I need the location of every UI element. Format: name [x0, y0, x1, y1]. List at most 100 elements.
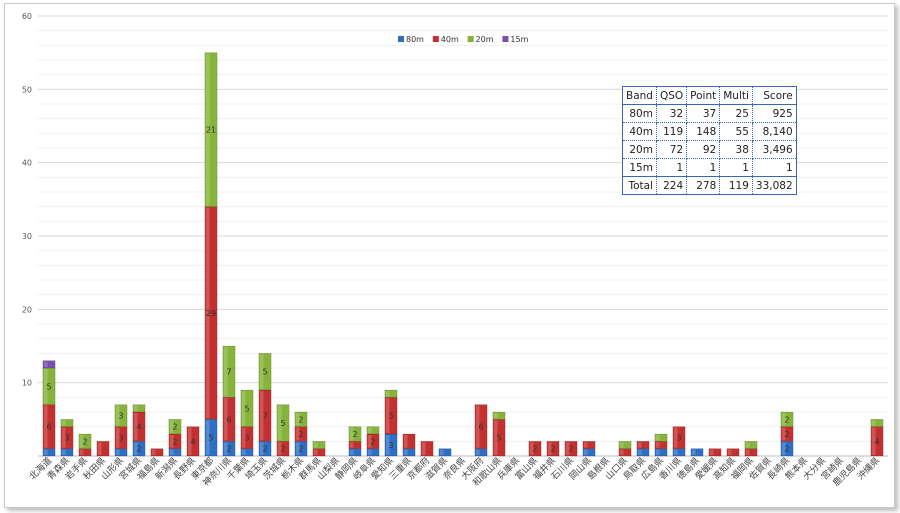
bar-data-label: 5: [46, 382, 51, 391]
bar-highlight: [385, 398, 390, 433]
bar-highlight: [745, 442, 750, 448]
bar-segment-20m: [114, 404, 128, 427]
bar-highlight: [385, 435, 390, 455]
bar-segment-40m: [672, 426, 686, 449]
bar-data-label: 3: [244, 434, 249, 443]
bar-data-label: 2: [298, 445, 303, 454]
bar-highlight: [277, 405, 282, 441]
table-cell: 80m: [622, 104, 657, 123]
bar-highlight: [691, 449, 696, 455]
bar-highlight: [223, 398, 228, 441]
bar-highlight: [133, 442, 138, 455]
bar-highlight: [277, 442, 282, 455]
bar-data-label: 5: [262, 368, 267, 377]
bar-highlight: [97, 442, 102, 455]
bar-highlight: [565, 442, 570, 455]
bar-highlight: [259, 354, 264, 389]
bar-segment-20m: [312, 441, 326, 449]
bar-highlight: [295, 442, 300, 455]
y-tick-label: 60: [22, 12, 32, 21]
bar-data-label: 2: [226, 445, 231, 454]
bar-segment-20m: [168, 419, 182, 435]
table-cell: Total: [622, 176, 657, 195]
bar-data-label: 3: [64, 434, 69, 443]
bar-highlight: [169, 420, 174, 433]
bar-highlight: [169, 449, 174, 455]
table-cell: 119: [719, 176, 753, 195]
table-cell: 3,496: [751, 140, 797, 159]
bar-segment-20m: [240, 389, 254, 427]
bar-highlight: [313, 442, 318, 448]
legend-label-20m: 20m: [476, 35, 494, 44]
bar-data-label: 29: [206, 309, 216, 318]
bar-segment-40m: [402, 433, 416, 449]
bar-data-label: 7: [262, 412, 267, 421]
stacked-bar-chart: 10203040506065北海道3青森県2岩手県秋田県33山形県24宮城県福島…: [22, 12, 888, 489]
bar-data-label: 6: [226, 415, 231, 424]
table-cell: 1: [751, 158, 797, 177]
bar-data-label: 2: [784, 430, 789, 439]
bar-segment-20m: [78, 433, 92, 449]
bar-data-label: 5: [208, 434, 213, 443]
bar-highlight: [241, 427, 246, 448]
bar-data-label: 2: [550, 445, 555, 454]
table-cell: Band: [622, 86, 657, 105]
bar-highlight: [637, 449, 642, 455]
table-cell: 148: [686, 122, 721, 141]
legend-label-80m: 80m: [406, 35, 424, 44]
bar-segment-40m: [276, 441, 290, 457]
bar-highlight: [367, 435, 372, 448]
bar-highlight: [313, 449, 318, 455]
bar-segment-80m: [294, 441, 308, 457]
table-cell: 278: [686, 176, 721, 195]
bar-segment-20m: [132, 404, 146, 413]
legend-swatch-40m: [432, 36, 439, 42]
bar-highlight: [241, 449, 246, 455]
table-cell: 1: [655, 158, 688, 177]
bar-segment-20m: [258, 353, 272, 391]
bar-segment-20m: [348, 426, 362, 442]
bar-segment-40m: [564, 441, 578, 457]
bar-highlight: [637, 442, 642, 448]
bar-data-label: 2: [370, 437, 375, 446]
legend-label-15m: 15m: [510, 35, 528, 44]
table-cell: 25: [719, 104, 753, 123]
bar-highlight: [781, 413, 786, 426]
bar-segment-40m: [546, 441, 560, 457]
bar-data-label: 3: [118, 412, 123, 421]
bar-highlight: [61, 427, 66, 448]
table-cell: 37: [686, 104, 721, 123]
bar-data-label: 2: [298, 415, 303, 424]
bar-highlight: [439, 449, 444, 455]
table-cell: 38: [719, 140, 753, 159]
bar-data-label: 3: [388, 441, 393, 450]
y-tick-label: 30: [22, 232, 32, 241]
legend-swatch-20m: [467, 36, 474, 42]
table-cell: 92: [686, 140, 721, 159]
bar-highlight: [43, 369, 48, 404]
bar-data-label: 4: [874, 437, 879, 446]
bar-data-label: 2: [172, 423, 177, 432]
bar-data-label: 5: [388, 412, 393, 421]
bar-segment-80m: [438, 448, 452, 457]
bar-segment-20m: [654, 433, 668, 442]
bar-highlight: [871, 427, 876, 455]
bar-data-label: 2: [298, 430, 303, 439]
bar-highlight: [223, 442, 228, 455]
bar-highlight: [349, 427, 354, 441]
bar-data-label: 2: [532, 445, 537, 454]
table-row: 40m 119 148 55 8,140: [622, 122, 797, 141]
bar-highlight: [367, 449, 372, 455]
bar-highlight: [43, 405, 48, 448]
bar-segment-20m: [294, 411, 308, 427]
bar-data-label: 2: [82, 437, 87, 446]
table-cell: 224: [655, 176, 688, 195]
bar-segment-40m: [708, 448, 722, 457]
bar-highlight: [61, 449, 66, 455]
bar-highlight: [583, 442, 588, 448]
bar-segment-40m: [528, 441, 542, 457]
table-cell: 32: [655, 104, 688, 123]
bar-data-label: 3: [676, 434, 681, 443]
bar-highlight: [745, 449, 750, 455]
bar-highlight: [223, 347, 228, 397]
